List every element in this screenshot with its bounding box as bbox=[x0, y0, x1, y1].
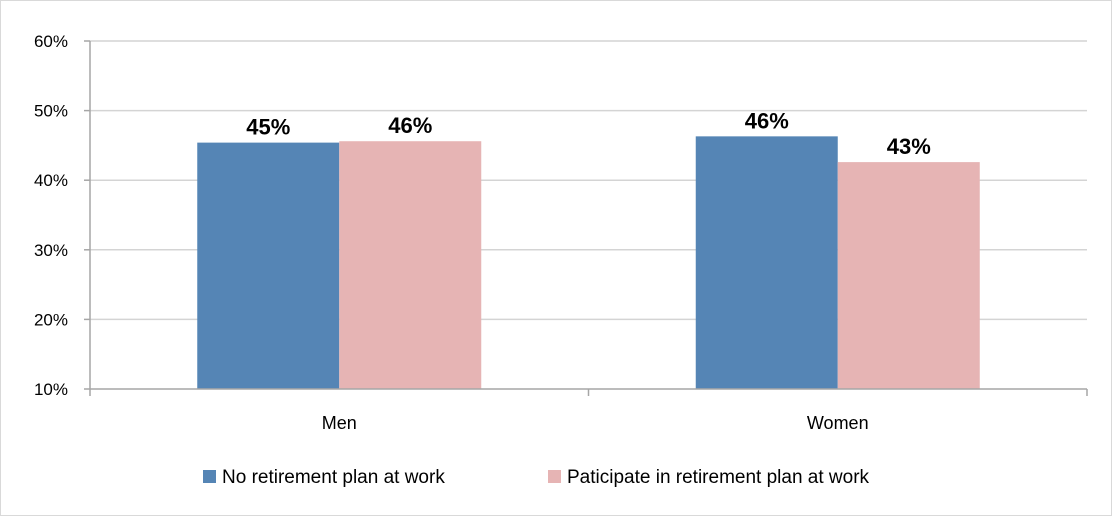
y-tick-label: 40% bbox=[34, 171, 68, 190]
data-label: 46% bbox=[745, 108, 789, 133]
legend: No retirement plan at work Paticipate in … bbox=[203, 467, 870, 488]
bar bbox=[837, 162, 980, 389]
data-label: 43% bbox=[887, 134, 931, 159]
y-tick-label: 60% bbox=[34, 32, 68, 51]
bar bbox=[339, 141, 482, 389]
y-tick-label: 30% bbox=[34, 241, 68, 260]
x-tick-label: Men bbox=[322, 413, 357, 433]
data-labels: 45% 46% 46% 43% bbox=[246, 108, 931, 159]
legend-label: Paticipate in retirement plan at work bbox=[567, 467, 870, 488]
y-tick-label: 10% bbox=[34, 380, 68, 399]
y-tick-label: 50% bbox=[34, 102, 68, 121]
y-tick-label: 20% bbox=[34, 310, 68, 329]
data-label: 46% bbox=[388, 113, 432, 138]
legend-label: No retirement plan at work bbox=[222, 467, 445, 488]
x-tick-label: Women bbox=[807, 413, 869, 433]
legend-swatch bbox=[548, 470, 561, 483]
bar bbox=[695, 136, 838, 389]
legend-swatch bbox=[203, 470, 216, 483]
bars bbox=[197, 136, 980, 389]
bar bbox=[197, 142, 340, 389]
x-axis: Men Women bbox=[89, 388, 1088, 433]
data-label: 45% bbox=[246, 115, 290, 140]
y-axis-ticks: 10% 20% 30% 40% 50% 60% bbox=[34, 32, 91, 399]
